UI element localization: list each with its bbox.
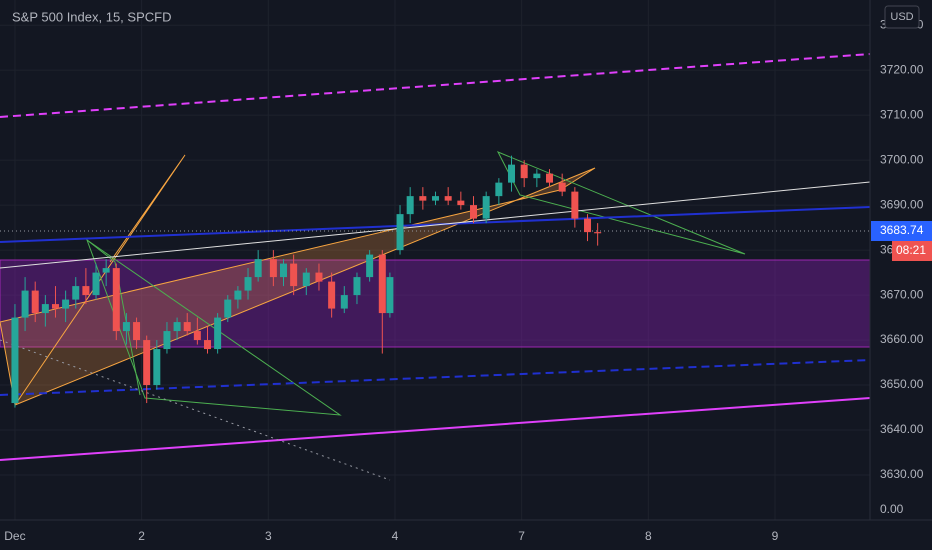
resistance-line (0, 53, 871, 118)
candle-body (102, 268, 110, 273)
candle-body (315, 272, 323, 282)
candle-body (386, 277, 394, 314)
candle-body (163, 331, 171, 350)
candles (11, 155, 602, 408)
candle-body (279, 263, 287, 278)
y-tick-label: 3690.00 (880, 197, 924, 211)
white-line (0, 181, 871, 269)
candle-body (72, 286, 80, 300)
countdown: 08:21 (896, 243, 926, 257)
zone (0, 259, 871, 348)
candle-body (366, 254, 374, 278)
candle-body (457, 200, 465, 206)
candle-body (290, 263, 298, 287)
candle-body (82, 286, 90, 296)
candle-body (269, 259, 277, 278)
candle-body (482, 196, 490, 219)
x-tick-label: 3 (265, 529, 272, 543)
candle-body (470, 205, 478, 219)
candle-body (203, 340, 211, 350)
last-price: 3683.74 (880, 223, 924, 237)
candle-body (41, 304, 49, 314)
candle-body (254, 259, 262, 278)
y-tick-label: 3650.00 (880, 377, 924, 391)
candle-body (143, 340, 151, 386)
candle-body (244, 277, 252, 291)
candle-body (406, 196, 414, 215)
candle-body (21, 290, 29, 318)
chart-title: S&P 500 Index, 15, SPCFD (12, 9, 171, 24)
candle-body (571, 191, 579, 219)
currency-box[interactable] (884, 5, 920, 29)
candle-body (173, 322, 181, 332)
candle-body (214, 317, 222, 350)
candle-body (193, 331, 201, 341)
support-line (0, 397, 871, 461)
candle-body (153, 349, 161, 386)
candle-body (419, 196, 427, 201)
candle-body (340, 295, 348, 309)
candle-body (328, 281, 336, 309)
candle-body (224, 299, 232, 318)
green-lines (86, 239, 141, 396)
y-tick-label: 3660.00 (880, 332, 924, 346)
candle-body (31, 290, 39, 314)
currency[interactable]: USD (890, 11, 913, 23)
candle-body (495, 182, 503, 197)
candle-body (520, 164, 528, 179)
candle-body (378, 254, 386, 314)
orange-lines (14, 154, 186, 406)
x-tick-label: 4 (392, 529, 399, 543)
candle-body (396, 214, 404, 251)
y-tick-label: 3720.00 (880, 62, 924, 76)
y-tick-label: 3640.00 (880, 422, 924, 436)
extra-axis-label: 0.00 (880, 502, 904, 516)
candle-body (51, 304, 59, 309)
candle-body (533, 173, 541, 179)
axes: 3630.003640.003650.003660.003670.003680.… (4, 17, 923, 543)
countdown-box (892, 241, 932, 261)
candle-body (183, 322, 191, 332)
candle-body (234, 290, 242, 300)
candle-body (11, 317, 19, 404)
last-price-box (871, 221, 932, 241)
y-tick-label: 3670.00 (880, 287, 924, 301)
candle-body (62, 299, 70, 309)
candle-body (546, 173, 554, 183)
candle-body (122, 322, 130, 332)
x-tick-label: 2 (138, 529, 145, 543)
x-tick-label: Dec (4, 529, 25, 543)
candle-body (133, 322, 141, 341)
candle-body (92, 272, 100, 296)
candle-body (594, 232, 602, 234)
y-tick-label: 3700.00 (880, 152, 924, 166)
candle-body (584, 218, 592, 233)
x-tick-label: 7 (518, 529, 525, 543)
candle-body (112, 268, 120, 332)
candle-body (302, 272, 310, 287)
x-tick-label: 9 (772, 529, 779, 543)
y-tick-label: 3630.00 (880, 467, 924, 481)
candle-body (444, 196, 452, 201)
candle-body (558, 182, 566, 192)
candle-body (353, 277, 361, 296)
candle-body (432, 196, 440, 201)
y-tick-label: 3710.00 (880, 107, 924, 121)
x-tick-label: 8 (645, 529, 652, 543)
blue-dashed-line (0, 359, 871, 396)
candle-body (508, 164, 516, 183)
